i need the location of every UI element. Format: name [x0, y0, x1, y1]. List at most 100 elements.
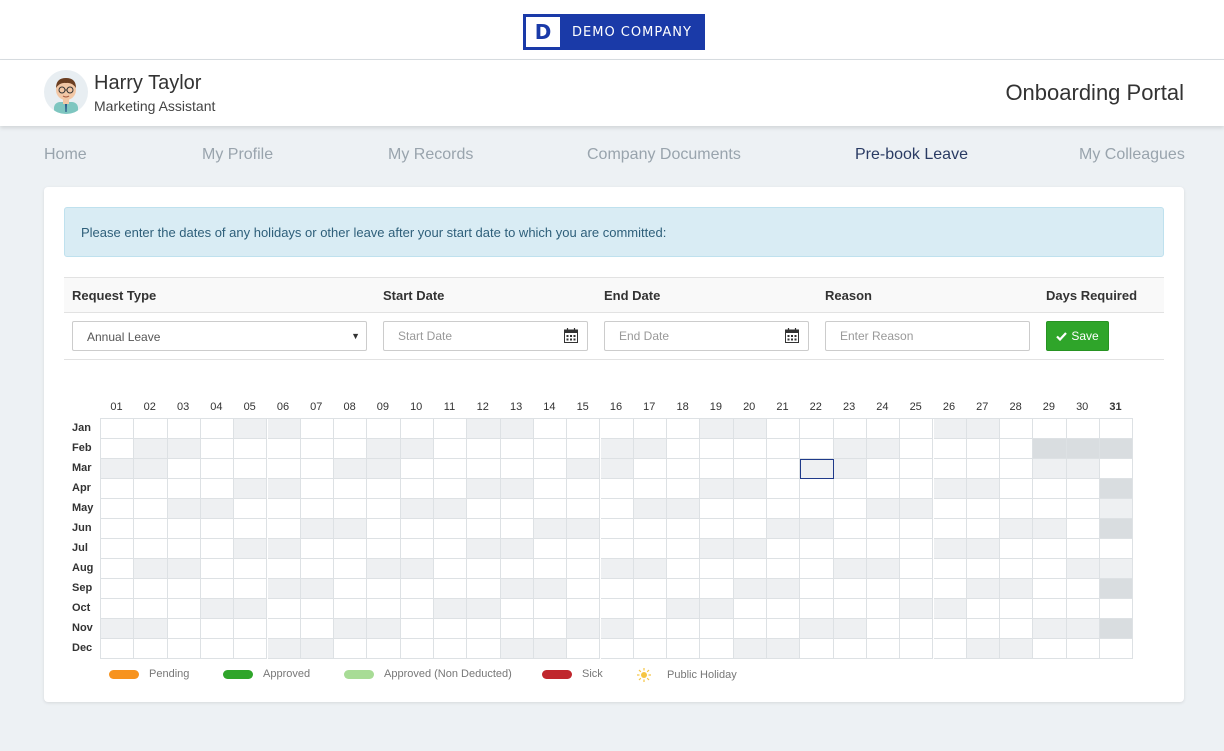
calendar-day-cell[interactable] [134, 539, 168, 559]
calendar-day-cell[interactable] [833, 499, 867, 519]
calendar-day-cell[interactable] [800, 599, 834, 619]
calendar-day-cell[interactable] [700, 619, 734, 639]
save-button[interactable]: Save [1046, 321, 1109, 351]
calendar-day-cell[interactable] [733, 419, 767, 439]
calendar-day-cell[interactable] [500, 499, 534, 519]
calendar-day-cell[interactable] [533, 419, 568, 439]
calendar-day-cell[interactable] [933, 479, 967, 499]
calendar-day-cell[interactable] [933, 619, 967, 639]
calendar-day-cell[interactable] [101, 619, 135, 639]
calendar-day-cell[interactable] [467, 439, 501, 459]
calendar-day-cell[interactable] [334, 459, 368, 479]
calendar-day-cell[interactable] [367, 579, 401, 599]
calendar-day-cell[interactable] [1100, 639, 1134, 659]
calendar-day-cell[interactable] [434, 519, 468, 539]
calendar-day-cell[interactable] [600, 419, 634, 439]
calendar-day-cell[interactable] [700, 519, 734, 539]
calendar-day-cell[interactable] [1000, 499, 1034, 519]
calendar-day-cell[interactable] [900, 559, 934, 579]
calendar-day-cell[interactable] [367, 479, 401, 499]
calendar-day-cell[interactable] [667, 459, 701, 479]
calendar-day-cell[interactable] [966, 479, 1001, 499]
calendar-day-cell[interactable] [500, 579, 534, 599]
calendar-day-cell[interactable] [200, 639, 235, 659]
calendar-day-cell[interactable] [200, 539, 235, 559]
calendar-day-cell[interactable] [1100, 419, 1134, 439]
end-date-input[interactable] [604, 321, 809, 351]
calendar-day-cell[interactable] [234, 519, 268, 539]
calendar-day-cell[interactable] [767, 459, 801, 479]
calendar-day-cell[interactable] [234, 419, 268, 439]
calendar-day-cell[interactable] [533, 639, 568, 659]
calendar-day-cell[interactable] [367, 439, 401, 459]
calendar-day-cell[interactable] [800, 499, 834, 519]
calendar-day-cell[interactable] [667, 439, 701, 459]
calendar-day-cell[interactable] [101, 519, 135, 539]
calendar-day-cell[interactable] [200, 499, 235, 519]
calendar-day-cell[interactable] [167, 559, 201, 579]
calendar-day-cell[interactable] [167, 419, 201, 439]
calendar-day-cell[interactable] [933, 499, 967, 519]
calendar-day-cell[interactable] [334, 539, 368, 559]
calendar-day-cell[interactable] [234, 619, 268, 639]
calendar-day-cell[interactable] [633, 439, 668, 459]
calendar-day-cell[interactable] [1100, 439, 1134, 459]
calendar-day-cell[interactable] [300, 559, 335, 579]
calendar-day-cell[interactable] [200, 559, 235, 579]
calendar-day-cell[interactable] [334, 499, 368, 519]
calendar-day-cell[interactable] [467, 419, 501, 439]
calendar-day-cell[interactable] [200, 459, 235, 479]
calendar-day-cell[interactable] [900, 579, 934, 599]
calendar-day-cell[interactable] [600, 639, 634, 659]
calendar-day-cell[interactable] [833, 619, 867, 639]
calendar-day-cell[interactable] [866, 519, 901, 539]
calendar-day-cell[interactable] [467, 559, 501, 579]
calendar-day-cell[interactable] [567, 599, 601, 619]
calendar-day-cell[interactable] [767, 559, 801, 579]
calendar-icon[interactable] [785, 328, 799, 343]
calendar-day-cell[interactable] [567, 639, 601, 659]
calendar-day-cell[interactable] [400, 519, 434, 539]
calendar-day-cell[interactable] [167, 479, 201, 499]
calendar-day-cell[interactable] [200, 519, 235, 539]
calendar-day-cell[interactable] [633, 519, 668, 539]
calendar-day-cell[interactable] [933, 639, 967, 659]
calendar-day-cell[interactable] [866, 559, 901, 579]
calendar-day-cell[interactable] [633, 579, 668, 599]
calendar-day-cell[interactable] [1033, 519, 1067, 539]
calendar-day-cell[interactable] [234, 439, 268, 459]
calendar-day-cell[interactable] [300, 639, 335, 659]
calendar-day-cell[interactable] [567, 419, 601, 439]
calendar-day-cell[interactable] [1033, 479, 1067, 499]
calendar-day-cell[interactable] [633, 499, 668, 519]
calendar-day-cell[interactable] [1066, 519, 1100, 539]
calendar-day-cell[interactable] [1066, 639, 1100, 659]
calendar-day-cell[interactable] [400, 599, 434, 619]
calendar-day-cell[interactable] [800, 619, 834, 639]
calendar-day-cell[interactable] [966, 619, 1001, 639]
nav-my-records[interactable]: My Records [388, 146, 474, 163]
calendar-day-cell[interactable] [434, 619, 468, 639]
calendar-day-cell[interactable] [667, 499, 701, 519]
calendar-day-cell[interactable] [966, 459, 1001, 479]
calendar-day-cell[interactable] [167, 439, 201, 459]
calendar-day-cell[interactable] [966, 639, 1001, 659]
calendar-day-cell[interactable] [467, 539, 501, 559]
calendar-day-cell[interactable] [300, 519, 335, 539]
calendar-day-cell[interactable] [567, 459, 601, 479]
calendar-day-cell[interactable] [167, 519, 201, 539]
calendar-day-cell[interactable] [933, 579, 967, 599]
calendar-day-cell[interactable] [633, 599, 668, 619]
calendar-day-cell[interactable] [434, 639, 468, 659]
calendar-day-cell[interactable] [334, 599, 368, 619]
calendar-day-cell[interactable] [1066, 499, 1100, 519]
calendar-day-cell[interactable] [667, 539, 701, 559]
calendar-day-cell[interactable] [633, 419, 668, 439]
calendar-day-cell[interactable] [1100, 579, 1134, 599]
calendar-day-cell[interactable] [833, 519, 867, 539]
calendar-day-cell[interactable] [800, 479, 834, 499]
calendar-day-cell[interactable] [1100, 599, 1134, 619]
calendar-day-cell[interactable] [767, 579, 801, 599]
calendar-day-cell[interactable] [933, 439, 967, 459]
calendar-day-cell[interactable] [167, 579, 201, 599]
